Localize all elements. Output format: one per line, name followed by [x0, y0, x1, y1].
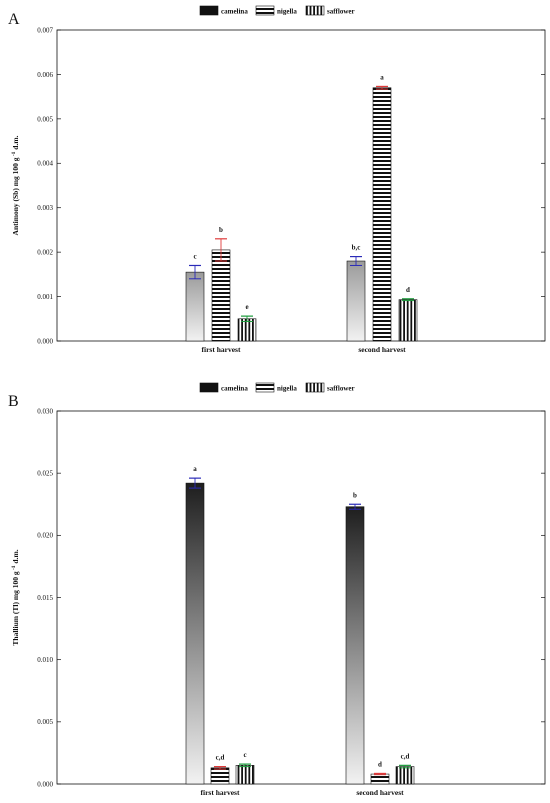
bar — [372, 87, 392, 342]
legend-swatch — [255, 382, 275, 393]
bar — [185, 271, 205, 342]
plot-frame — [56, 410, 546, 785]
y-tick-label: 0.002 — [37, 249, 53, 257]
y-tick-label: 0.025 — [37, 470, 53, 478]
x-category-label: first harvest — [201, 788, 240, 797]
x-category-label: second harvest — [356, 788, 404, 797]
significance-label: c — [243, 751, 246, 759]
legend-swatch — [305, 382, 325, 393]
y-tick-label: 0.006 — [37, 71, 53, 79]
significance-label: b — [353, 491, 357, 499]
legend-label: nigella — [277, 8, 297, 16]
y-tick-label: 0.020 — [37, 532, 53, 540]
plot-frame — [56, 29, 546, 342]
significance-label: c — [193, 252, 196, 260]
y-tick-label: 0.000 — [37, 780, 53, 788]
y-axis-label-sup: -1 — [11, 151, 17, 157]
y-axis-label-tail: d.m. — [11, 135, 20, 151]
significance-label: c,d — [401, 752, 410, 760]
x-category-label: second harvest — [358, 345, 406, 354]
y-axis-label-sup: -1 — [11, 565, 17, 571]
y-tick-label: 0.005 — [37, 718, 53, 726]
panel-letter: B — [8, 393, 19, 410]
bar — [235, 765, 255, 785]
legend-swatch — [255, 5, 275, 16]
y-tick-label: 0.000 — [37, 337, 53, 345]
y-axis-label: Antimony (Sb) mg 100 g -1 d.m. — [11, 135, 20, 235]
legend-label: camelina — [221, 8, 248, 16]
y-axis-label-tail: d.m. — [11, 549, 20, 565]
significance-label: d — [406, 286, 410, 294]
significance-label: a — [193, 465, 197, 473]
bar — [345, 506, 365, 785]
y-tick-label: 0.015 — [37, 594, 53, 602]
significance-label: b,c — [352, 244, 361, 252]
legend-label: nigella — [277, 385, 297, 393]
legend-label: camelina — [221, 385, 248, 393]
bar — [346, 260, 366, 342]
bar — [395, 766, 415, 785]
bar — [237, 318, 257, 342]
bar — [185, 482, 205, 785]
x-category-label: first harvest — [202, 345, 241, 354]
y-tick-label: 0.007 — [37, 26, 53, 34]
y-axis-label-main: Thallium (Tl) mg 100 g — [11, 571, 20, 645]
significance-label: b — [219, 226, 223, 234]
y-tick-label: 0.005 — [37, 115, 53, 123]
y-tick-label: 0.030 — [37, 407, 53, 415]
panel-b: B 0.000 0.005 0.010 0.015 0.020 0.025 0.030 Thal… — [8, 382, 546, 797]
legend-label: safflower — [327, 8, 355, 16]
legend-label: safflower — [327, 385, 355, 393]
legend-swatch — [305, 5, 325, 16]
y-tick-label: 0.010 — [37, 656, 53, 664]
significance-label: c,d — [216, 754, 225, 762]
bar — [211, 249, 231, 342]
bar — [398, 299, 418, 342]
panel-a: A 0.000 0.001 0.002 0.003 0.004 0.005 0.006 0.00… — [8, 5, 546, 354]
y-axis-label-main: Antimony (Sb) mg 100 g — [11, 157, 20, 235]
bar — [210, 767, 230, 785]
significance-label: a — [380, 73, 384, 81]
y-tick-label: 0.001 — [37, 293, 53, 301]
y-axis-label: Thallium (Tl) mg 100 g -1 d.m. — [11, 549, 20, 645]
legend-swatch — [199, 382, 219, 393]
legend-swatch — [199, 5, 219, 16]
bar — [370, 773, 390, 785]
significance-label: d — [378, 760, 382, 768]
significance-label: e — [245, 303, 248, 311]
y-tick-label: 0.003 — [37, 204, 53, 212]
y-tick-label: 0.004 — [37, 160, 53, 168]
panel-letter: A — [8, 11, 20, 28]
